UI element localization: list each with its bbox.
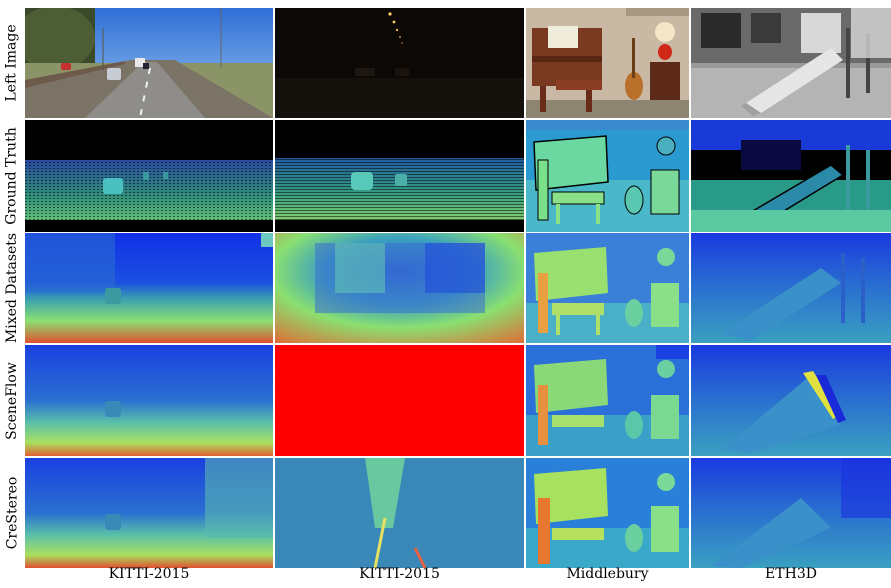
crestereo-kitti-1	[25, 458, 273, 568]
column-label-middlebury: Middlebury	[566, 566, 649, 582]
row-label-crestereo: CreStereo	[0, 458, 24, 568]
row-label-text: Left Image	[4, 24, 20, 102]
row-label-ground-truth: Ground Truth	[0, 120, 24, 232]
row-label-text: Ground Truth	[4, 127, 21, 225]
column-label-kitti-2: KITTI-2015	[359, 566, 440, 582]
column-label-kitti-1: KITTI-2015	[108, 566, 190, 582]
left-image-kitti-1	[25, 8, 273, 118]
sceneflow-middlebury	[526, 345, 689, 456]
left-image-middlebury	[526, 8, 689, 118]
column-label-eth3d: ETH3D	[765, 566, 817, 582]
ground-truth-eth3d	[691, 120, 891, 232]
row-label-sceneflow: SceneFlow	[0, 345, 24, 456]
mixed-datasets-middlebury	[526, 233, 689, 343]
row-label-text: SceneFlow	[4, 361, 20, 440]
sceneflow-kitti-2	[275, 345, 524, 456]
ground-truth-kitti-1	[25, 120, 273, 232]
crestereo-kitti-2	[275, 458, 524, 568]
ground-truth-middlebury	[526, 120, 689, 232]
crestereo-eth3d	[691, 458, 891, 568]
sceneflow-eth3d	[691, 345, 891, 456]
ground-truth-kitti-2	[275, 120, 524, 232]
mixed-datasets-eth3d	[691, 233, 891, 343]
mixed-datasets-kitti-2	[275, 233, 524, 343]
row-label-text: CreStereo	[4, 476, 21, 550]
row-label-mixed-datasets: Mixed Datasets	[0, 233, 24, 343]
crestereo-middlebury	[526, 458, 689, 568]
sceneflow-kitti-1	[25, 345, 273, 456]
left-image-kitti-2	[275, 8, 524, 118]
row-label-left-image: Left Image	[0, 8, 24, 118]
row-label-text: Mixed Datasets	[4, 232, 21, 344]
left-image-eth3d	[691, 8, 891, 118]
mixed-datasets-kitti-1	[25, 233, 273, 343]
